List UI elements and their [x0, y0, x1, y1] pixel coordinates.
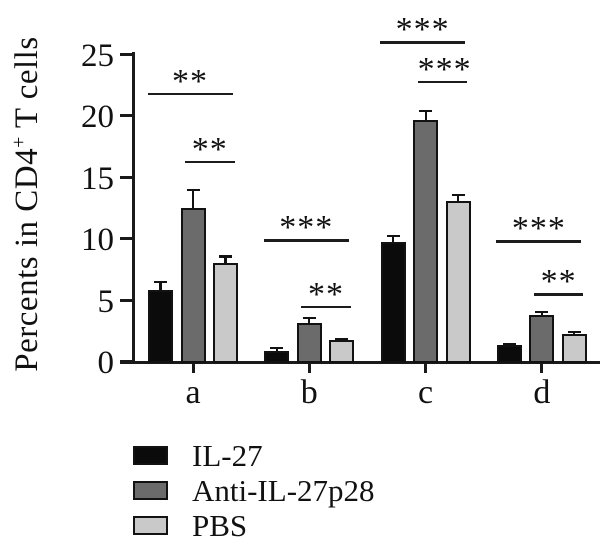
error-bar-cap [219, 255, 232, 258]
y-tick [120, 52, 132, 56]
error-bar-cap [186, 189, 200, 192]
bar-Anti-IL-27p28-c [413, 119, 439, 364]
x-axis-line [120, 361, 600, 364]
bar-IL-27-b [264, 350, 290, 364]
significance-stars-c: *** [395, 11, 450, 49]
significance-line-d [496, 240, 582, 243]
significance-line-c [417, 80, 468, 84]
legend-swatch-pbs [133, 516, 168, 535]
significance-line-b [263, 239, 349, 242]
significance-stars-b: *** [279, 209, 334, 247]
significance-line-a [147, 92, 233, 96]
x-tick [307, 364, 311, 373]
error-bar-stem [308, 317, 311, 327]
error-bar-cap [535, 310, 549, 313]
error-bar-cap [451, 193, 465, 197]
bar-PBS-b [329, 340, 355, 364]
y-tick-label: 0 [97, 345, 115, 381]
y-tick-label: 20 [81, 99, 114, 135]
significance-stars-a: ** [191, 130, 228, 168]
y-tick-label: 25 [81, 37, 114, 74]
legend-item-il27: IL-27 [133, 438, 375, 473]
bar-PBS-d [561, 333, 587, 364]
x-tick [424, 364, 428, 373]
y-tick-label: 5 [97, 283, 115, 320]
bar-IL-27-a [148, 289, 173, 364]
significance-stars-a: ** [172, 62, 208, 100]
x-category-label-d: d [533, 374, 551, 411]
significance-line-c [380, 41, 466, 44]
legend-item-anti-il27p28: Anti-IL-27p28 [133, 473, 375, 508]
error-bar-stem [191, 190, 195, 213]
x-category-label-a: a [185, 374, 201, 411]
y-tick [120, 360, 132, 363]
x-category-label-b: b [300, 374, 318, 411]
significance-line-b [301, 305, 351, 309]
legend-label-anti-il27p28: Anti-IL-27p28 [192, 473, 375, 508]
bar-IL-27-c [380, 241, 406, 364]
significance-stars-b: ** [308, 275, 345, 313]
bar-Anti-IL-27p28-b [296, 322, 322, 364]
y-tick-label: 15 [81, 160, 114, 197]
legend: IL-27 Anti-IL-27p28 PBS [133, 438, 375, 543]
bar-IL-27-d [496, 345, 522, 364]
legend-label-il27: IL-27 [192, 438, 263, 473]
significance-stars-d: ** [540, 263, 577, 301]
error-bar-cap [419, 110, 433, 113]
error-bar-stem [424, 111, 427, 124]
error-bar-cap [335, 337, 349, 340]
legend-swatch-anti-il27p28 [133, 481, 168, 500]
y-tick [120, 175, 132, 179]
y-axis-line [132, 52, 135, 364]
error-bar-cap [154, 281, 167, 284]
significance-stars-c: *** [417, 50, 472, 88]
y-tick [120, 114, 132, 117]
bar-Anti-IL-27p28-d [529, 315, 555, 364]
x-tick [191, 364, 195, 373]
x-tick [540, 364, 544, 373]
y-tick [120, 237, 132, 240]
x-category-label-c: c [418, 374, 434, 411]
error-bar-cap [270, 347, 284, 350]
y-tick [120, 298, 132, 302]
error-bar-cap [386, 235, 400, 238]
significance-line-a [185, 160, 235, 163]
significance-stars-d: *** [511, 210, 566, 248]
error-bar-cap [302, 316, 316, 320]
error-bar-cap [502, 342, 516, 345]
bar-PBS-a [213, 262, 238, 364]
error-bar-stem [392, 236, 395, 246]
error-bar-stem [457, 194, 460, 206]
error-bar-cap [567, 331, 581, 334]
significance-line-d [533, 293, 584, 296]
error-bar-stem [224, 256, 227, 267]
bar-Anti-IL-27p28-a [180, 208, 206, 364]
legend-item-pbs: PBS [133, 508, 375, 543]
legend-swatch-il27 [133, 446, 168, 465]
legend-label-pbs: PBS [192, 508, 248, 543]
y-tick-label: 10 [81, 222, 114, 258]
error-bar-stem [159, 282, 162, 294]
bar-PBS-c [445, 201, 471, 364]
